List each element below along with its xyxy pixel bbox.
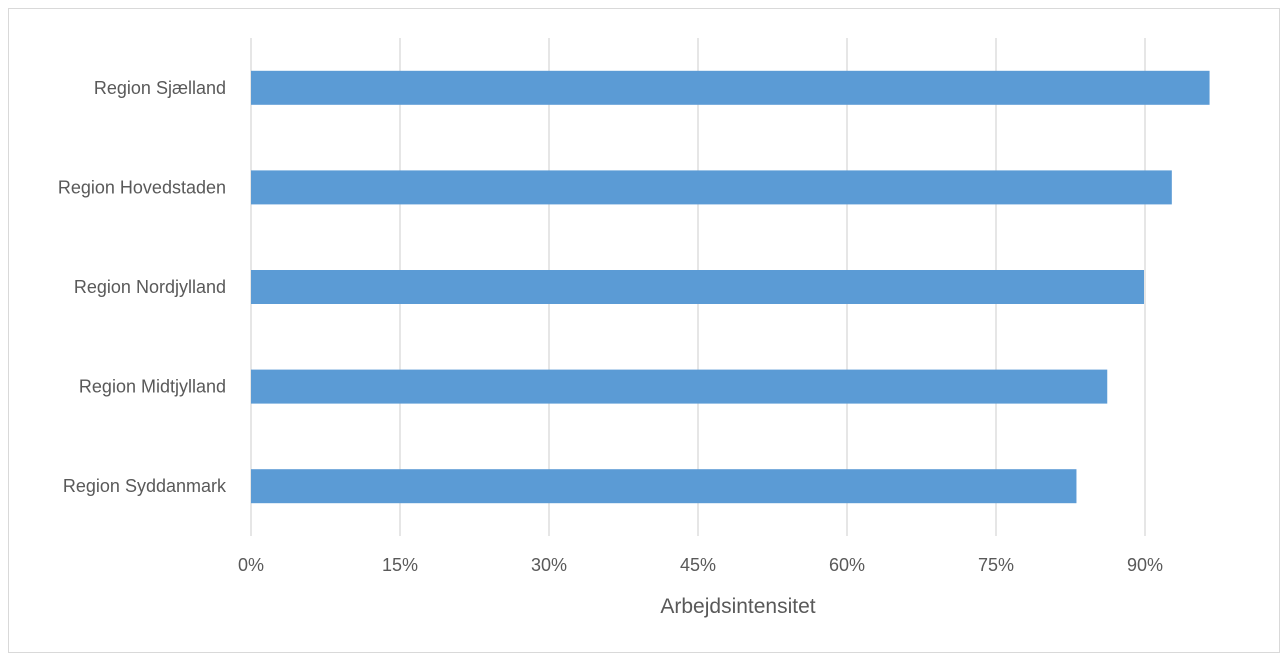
bar bbox=[251, 70, 1210, 105]
x-tick-label: 0% bbox=[238, 555, 264, 575]
x-tick-label: 45% bbox=[680, 555, 716, 575]
chart-frame bbox=[8, 8, 1280, 653]
category-label: Region Syddanmark bbox=[63, 476, 227, 496]
category-label: Region Midtjylland bbox=[79, 377, 226, 397]
x-tick-label: 75% bbox=[978, 555, 1014, 575]
bars bbox=[251, 70, 1210, 504]
category-label: Region Sjælland bbox=[94, 78, 226, 98]
bar bbox=[251, 369, 1108, 404]
bar bbox=[251, 469, 1077, 504]
bar bbox=[251, 170, 1172, 205]
bar bbox=[251, 270, 1145, 304]
x-tick-label: 90% bbox=[1127, 555, 1163, 575]
x-tick-label: 15% bbox=[382, 555, 418, 575]
category-label: Region Hovedstaden bbox=[58, 177, 226, 197]
category-labels: Region Sjælland Region Hovedstaden Region … bbox=[58, 78, 227, 496]
x-tick-label: 30% bbox=[531, 555, 567, 575]
x-axis-title: Arbejdsintensitet bbox=[660, 595, 815, 618]
x-tick-label: 60% bbox=[829, 555, 865, 575]
category-label: Region Nordjylland bbox=[74, 277, 226, 297]
x-tick-labels: 0% 15% 30% 45% 60% 75% 90% bbox=[238, 555, 1163, 575]
